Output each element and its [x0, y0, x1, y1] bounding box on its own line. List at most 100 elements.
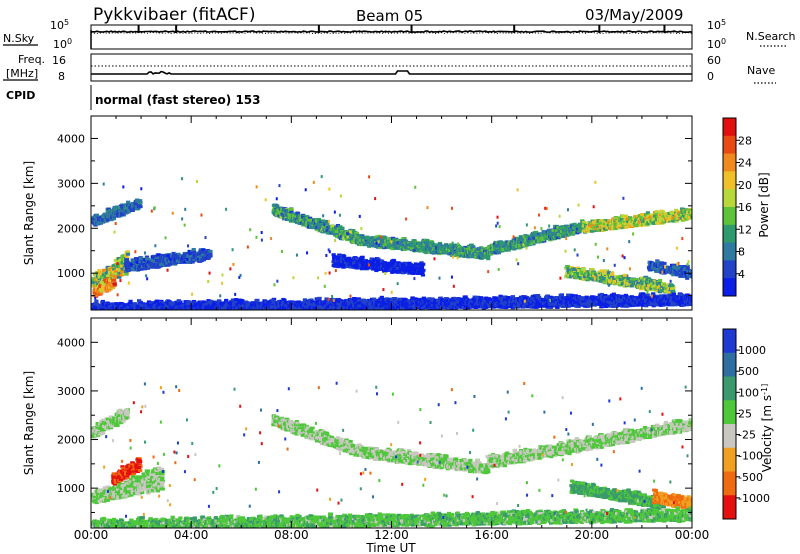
range-time-cell	[376, 234, 381, 238]
range-time-cell	[485, 253, 491, 257]
range-time-cell	[596, 228, 601, 232]
range-time-cell	[109, 274, 114, 278]
range-time-cell	[120, 273, 125, 277]
range-time-cell	[457, 253, 462, 257]
range-time-cell	[420, 273, 426, 277]
range-time-cell	[352, 231, 357, 235]
range-time-cell	[491, 248, 496, 252]
range-time-cell	[148, 261, 153, 265]
range-time-cell	[476, 249, 481, 253]
range-time-cell	[637, 220, 643, 224]
nave-label: Nave	[747, 64, 775, 77]
noise-sky-line	[91, 30, 693, 34]
range-time-cell	[344, 260, 349, 264]
range-time-cell	[121, 257, 126, 261]
range-time-cell	[115, 212, 121, 216]
range-time-cell	[339, 260, 345, 264]
range-time-cell	[348, 265, 353, 269]
range-time-cell	[99, 289, 105, 293]
range-time-cell	[164, 254, 169, 258]
range-time-cell	[359, 255, 364, 259]
range-time-cell	[400, 262, 405, 266]
range-time-cell	[619, 217, 624, 221]
range-time-cell	[548, 235, 554, 239]
range-time-cell	[145, 257, 150, 261]
range-time-cell	[360, 236, 366, 240]
range-time-cell	[120, 211, 125, 215]
range-time-cell	[132, 267, 137, 271]
range-time-cell	[102, 269, 108, 273]
range-time-cell	[358, 238, 364, 242]
range-time-cell	[459, 253, 464, 257]
range-time-cell	[687, 215, 692, 219]
noise-sky-label: N.Sky	[3, 32, 35, 45]
range-time-cell	[654, 210, 659, 214]
range-time-cell	[624, 215, 630, 219]
range-time-cell	[587, 229, 592, 233]
range-time-cell	[169, 258, 174, 262]
range-time-cell	[645, 211, 651, 215]
range-time-cell	[617, 221, 622, 225]
beam-label: Beam 05	[356, 7, 423, 25]
range-time-cell	[633, 224, 638, 228]
range-time-cell	[107, 209, 113, 213]
range-time-cell	[453, 250, 458, 254]
range-time-cell	[150, 262, 155, 266]
range-time-cell	[519, 236, 524, 240]
range-time-cell	[363, 266, 368, 270]
range-time-cell	[340, 226, 345, 230]
range-time-cell	[611, 227, 616, 231]
range-time-cell	[540, 236, 545, 240]
range-time-cell	[97, 221, 102, 225]
range-time-cell	[369, 238, 374, 242]
range-time-cell	[369, 240, 374, 244]
range-time-cell	[594, 219, 599, 223]
range-time-cell	[106, 207, 111, 211]
range-time-cell	[391, 259, 396, 263]
range-time-cell	[105, 209, 110, 213]
range-time-cell	[617, 224, 622, 228]
range-time-cell	[497, 249, 502, 253]
range-time-cell	[388, 242, 393, 246]
range-time-cell	[425, 238, 430, 242]
range-time-cell	[130, 208, 135, 212]
range-time-cell	[419, 266, 425, 270]
range-time-cell	[191, 247, 196, 251]
range-time-cell	[100, 285, 106, 289]
range-time-cell	[611, 225, 616, 229]
range-time-cell	[669, 211, 674, 215]
range-time-cell	[175, 259, 180, 263]
range-time-cell	[555, 236, 560, 240]
noise-right-tick-top: 105	[707, 18, 726, 33]
range-time-cell	[546, 228, 551, 232]
range-time-cell	[294, 219, 299, 223]
range-time-cell	[159, 257, 164, 261]
range-time-cell	[382, 264, 387, 268]
range-time-cell	[360, 264, 366, 268]
range-time-cell	[392, 238, 397, 242]
range-time-cell	[620, 225, 625, 229]
range-time-cell	[650, 220, 656, 224]
range-time-cell	[371, 266, 376, 270]
cpid-label: CPID	[6, 89, 35, 102]
range-time-cell	[556, 226, 561, 230]
range-time-cell	[129, 207, 134, 211]
range-time-cell	[305, 215, 310, 219]
range-time-cell	[577, 223, 583, 227]
range-time-cell	[100, 287, 106, 291]
range-time-cell	[289, 207, 294, 211]
range-time-cell	[613, 216, 618, 220]
range-time-cell	[640, 212, 645, 216]
range-time-cell	[660, 210, 665, 214]
range-time-cell	[95, 282, 100, 286]
range-time-cell	[346, 232, 351, 236]
range-time-cell	[491, 251, 496, 255]
range-time-cell	[196, 252, 201, 256]
range-time-cell	[684, 217, 689, 221]
range-time-cell	[103, 212, 108, 216]
range-time-cell	[585, 225, 591, 229]
range-time-cell	[460, 251, 465, 255]
range-time-cell	[354, 234, 359, 238]
range-time-cell	[276, 208, 281, 212]
